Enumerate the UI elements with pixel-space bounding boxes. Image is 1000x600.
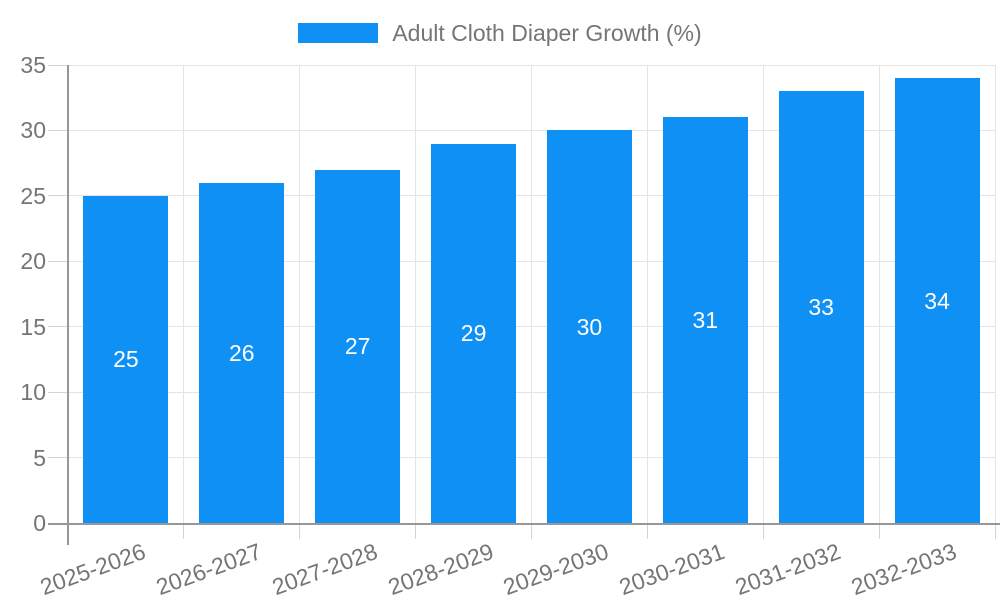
- x-tick-label: 2026-2027: [152, 538, 265, 600]
- bar: [431, 143, 517, 523]
- y-tick-label: 5: [33, 444, 46, 471]
- y-axis-tick: [48, 391, 68, 393]
- legend[interactable]: Adult Cloth Diaper Growth (%): [0, 21, 1000, 45]
- bar: [662, 117, 748, 523]
- bar-value-label: 27: [344, 333, 371, 360]
- x-axis-tick: [183, 525, 185, 539]
- y-tick-label: 20: [20, 248, 46, 275]
- x-axis-line: [48, 523, 1000, 525]
- y-axis-tick: [48, 326, 68, 328]
- bar: [894, 78, 980, 523]
- x-axis-tick: [415, 525, 417, 539]
- x-axis-tick: [299, 525, 301, 539]
- bar: [315, 169, 401, 523]
- x-tick-label: 2029-2030: [500, 538, 613, 600]
- legend-swatch: [298, 23, 379, 43]
- y-tick-label: 0: [33, 510, 46, 536]
- y-tick-label: 25: [20, 182, 46, 209]
- grid-line-v: [994, 65, 996, 523]
- y-tick-label: 15: [20, 313, 46, 340]
- x-axis-tick: [878, 525, 880, 539]
- x-tick-label: 2025-2026: [36, 538, 149, 600]
- bar-value-label: 26: [229, 339, 255, 366]
- bar-value-label: 31: [692, 307, 719, 334]
- bar: [83, 195, 169, 523]
- grid-line-v: [878, 65, 880, 523]
- bar-value-label: 29: [460, 320, 487, 347]
- x-axis-tick: [762, 525, 764, 539]
- y-tick-label: 35: [20, 52, 46, 78]
- bar: [778, 91, 864, 523]
- y-axis-tick: [48, 64, 68, 66]
- bar-value-label: 30: [576, 313, 603, 340]
- grid-line-v: [646, 65, 648, 523]
- x-axis-tick: [646, 525, 648, 539]
- x-tick-label: 2032-2033: [847, 538, 961, 600]
- y-axis-tick: [48, 457, 68, 459]
- bar-value-label: 34: [924, 287, 950, 314]
- grid-line-v: [183, 65, 185, 523]
- y-axis-tick: [48, 195, 68, 197]
- y-tick-label: 30: [20, 117, 46, 144]
- grid-line-v: [415, 65, 417, 523]
- bar: [546, 130, 632, 523]
- bar-value-label: 33: [808, 294, 834, 321]
- bar: [199, 182, 285, 523]
- y-axis-tick: [48, 129, 68, 131]
- x-tick-label: 2027-2028: [268, 538, 381, 600]
- grid-line-v: [762, 65, 764, 523]
- grid-line-v: [531, 65, 532, 523]
- bar-value-label: 25: [113, 346, 139, 373]
- y-axis-line: [67, 65, 69, 545]
- x-axis-tick: [531, 525, 532, 539]
- x-tick-label: 2028-2029: [384, 538, 497, 600]
- grid-line-v: [299, 65, 301, 523]
- x-tick-label: 2030-2031: [615, 538, 729, 600]
- x-axis-tick: [994, 525, 996, 539]
- y-axis-tick: [48, 260, 68, 262]
- legend-label: Adult Cloth Diaper Growth (%): [392, 20, 702, 46]
- y-tick-label: 10: [20, 379, 46, 406]
- x-tick-label: 2031-2032: [731, 538, 845, 600]
